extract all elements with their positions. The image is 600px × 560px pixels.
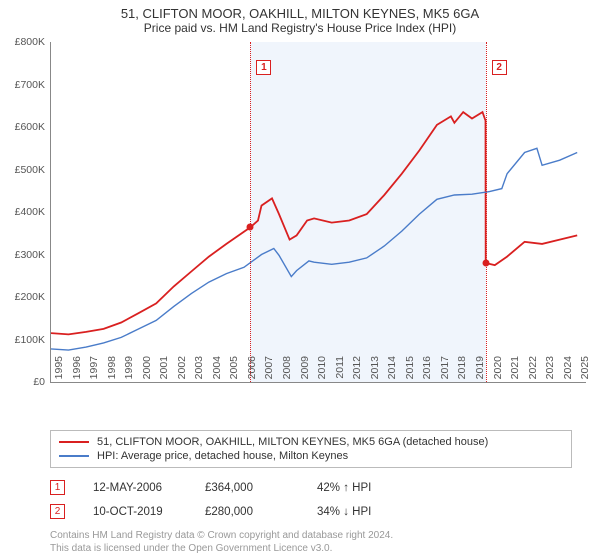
x-tick-label: 2007 — [263, 356, 275, 386]
sale-vline — [486, 42, 487, 382]
x-tick-label: 2021 — [509, 356, 521, 386]
page-subtitle: Price paid vs. HM Land Registry's House … — [0, 21, 600, 39]
x-tick-label: 1999 — [123, 356, 135, 386]
x-tick-label: 2004 — [211, 356, 223, 386]
chart-area: 12 £0£100K£200K£300K£400K£500K£600K£700K… — [50, 42, 585, 402]
legend-swatch-hpi — [59, 455, 89, 457]
x-tick-label: 2014 — [386, 356, 398, 386]
x-tick-label: 1996 — [71, 356, 83, 386]
x-tick-label: 2003 — [193, 356, 205, 386]
legend-label-hpi: HPI: Average price, detached house, Milt… — [97, 450, 348, 462]
x-tick-label: 2006 — [246, 356, 258, 386]
x-tick-label: 2018 — [456, 356, 468, 386]
series-line-property — [51, 112, 577, 334]
x-tick-label: 1995 — [53, 356, 65, 386]
y-tick-label: £800K — [5, 36, 45, 48]
x-tick-label: 1997 — [88, 356, 100, 386]
y-tick-label: £200K — [5, 291, 45, 303]
x-tick-label: 2005 — [228, 356, 240, 386]
sale-marker-box: 1 — [256, 60, 271, 75]
sale-dot — [247, 224, 254, 231]
x-tick-label: 2013 — [369, 356, 381, 386]
legend-swatch-property — [59, 441, 89, 443]
line-plot-svg — [51, 42, 586, 382]
x-tick-label: 2009 — [299, 356, 311, 386]
legend-row-property: 51, CLIFTON MOOR, OAKHILL, MILTON KEYNES… — [59, 435, 563, 449]
y-tick-label: £100K — [5, 334, 45, 346]
x-tick-label: 2012 — [351, 356, 363, 386]
y-tick-label: £0 — [5, 376, 45, 388]
x-tick-label: 2020 — [492, 356, 504, 386]
x-tick-label: 2016 — [421, 356, 433, 386]
x-tick-label: 2002 — [176, 356, 188, 386]
footer-line-2: This data is licensed under the Open Gov… — [50, 543, 332, 554]
footer-line-1: Contains HM Land Registry data © Crown c… — [50, 530, 393, 541]
x-tick-label: 1998 — [106, 356, 118, 386]
sale-vline — [250, 42, 251, 382]
legend-label-property: 51, CLIFTON MOOR, OAKHILL, MILTON KEYNES… — [97, 436, 488, 448]
x-tick-label: 2000 — [141, 356, 153, 386]
x-tick-label: 2022 — [527, 356, 539, 386]
series-line-hpi — [51, 148, 577, 350]
sale-row-1: 1 12-MAY-2006 £364,000 42% ↑ HPI — [50, 480, 570, 495]
sale-pct-1: 42% ↑ HPI — [317, 482, 405, 494]
y-tick-label: £600K — [5, 121, 45, 133]
plot-region: 12 — [50, 42, 586, 383]
x-tick-label: 2015 — [404, 356, 416, 386]
page-title: 51, CLIFTON MOOR, OAKHILL, MILTON KEYNES… — [0, 0, 600, 21]
y-tick-label: £300K — [5, 249, 45, 261]
x-tick-label: 2019 — [474, 356, 486, 386]
x-tick-label: 2010 — [316, 356, 328, 386]
legend-row-hpi: HPI: Average price, detached house, Milt… — [59, 449, 563, 463]
sale-marker-2: 2 — [50, 504, 65, 519]
x-tick-label: 2008 — [281, 356, 293, 386]
y-tick-label: £700K — [5, 79, 45, 91]
y-tick-label: £500K — [5, 164, 45, 176]
sale-date-1: 12-MAY-2006 — [93, 482, 181, 494]
sale-row-2: 2 10-OCT-2019 £280,000 34% ↓ HPI — [50, 504, 570, 519]
x-tick-label: 2023 — [544, 356, 556, 386]
sale-pct-2: 34% ↓ HPI — [317, 506, 405, 518]
y-tick-label: £400K — [5, 206, 45, 218]
sale-marker-1: 1 — [50, 480, 65, 495]
sale-price-2: £280,000 — [205, 506, 293, 518]
sale-price-1: £364,000 — [205, 482, 293, 494]
footer-text: Contains HM Land Registry data © Crown c… — [50, 530, 393, 555]
sale-dot — [482, 260, 489, 267]
sale-date-2: 10-OCT-2019 — [93, 506, 181, 518]
x-tick-label: 2024 — [562, 356, 574, 386]
x-tick-label: 2001 — [158, 356, 170, 386]
sale-marker-box: 2 — [492, 60, 507, 75]
x-tick-label: 2025 — [579, 356, 591, 386]
x-tick-label: 2011 — [334, 356, 346, 386]
legend-box: 51, CLIFTON MOOR, OAKHILL, MILTON KEYNES… — [50, 430, 572, 468]
chart-container: 51, CLIFTON MOOR, OAKHILL, MILTON KEYNES… — [0, 0, 600, 560]
x-tick-label: 2017 — [439, 356, 451, 386]
